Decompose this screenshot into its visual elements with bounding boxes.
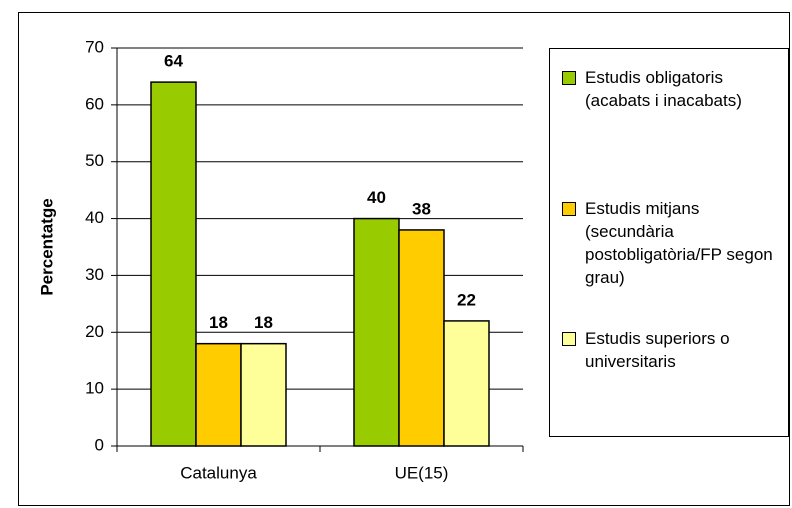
bar: [443, 320, 490, 447]
bar: [353, 217, 400, 447]
chart-border: [18, 12, 790, 506]
data-label: 18: [254, 313, 273, 332]
y-tick-label: 0: [95, 435, 104, 454]
y-tick-label: 60: [85, 94, 104, 113]
data-label: 18: [209, 313, 228, 332]
x-tick-label: UE(15): [395, 463, 449, 482]
data-label: 22: [457, 290, 476, 309]
legend-label: Estudis mitjans (secundària postobligatò…: [585, 199, 773, 287]
bar: [150, 81, 197, 447]
legend: Estudis obligatoris (acabats i inacabats…: [549, 48, 789, 437]
legend-label: Estudis superiors o universitaris: [585, 329, 730, 371]
legend-entry: Estudis obligatoris (acabats i inacabats…: [562, 66, 777, 112]
data-label: 38: [412, 199, 431, 218]
x-tick-label: Catalunya: [180, 463, 257, 482]
legend-swatch: [562, 332, 576, 346]
legend-entry: Estudis superiors o universitaris: [562, 327, 777, 373]
y-tick-label: 50: [85, 151, 104, 170]
legend-entry: Estudis mitjans (secundària postobligatò…: [562, 197, 777, 289]
legend-swatch: [562, 71, 576, 85]
legend-swatch: [562, 202, 576, 216]
y-axis-label: Percentatge: [37, 198, 56, 295]
data-label: 64: [164, 52, 183, 71]
y-tick-label: 30: [85, 265, 104, 284]
legend-label: Estudis obligatoris (acabats i inacabats…: [585, 68, 742, 110]
y-tick-label: 10: [85, 379, 104, 398]
y-tick-label: 20: [85, 322, 104, 341]
bar: [195, 342, 242, 447]
bar: [240, 342, 287, 447]
y-tick-label: 40: [85, 208, 104, 227]
data-label: 40: [367, 188, 386, 207]
y-tick-label: 70: [85, 37, 104, 56]
bar: [398, 229, 445, 447]
